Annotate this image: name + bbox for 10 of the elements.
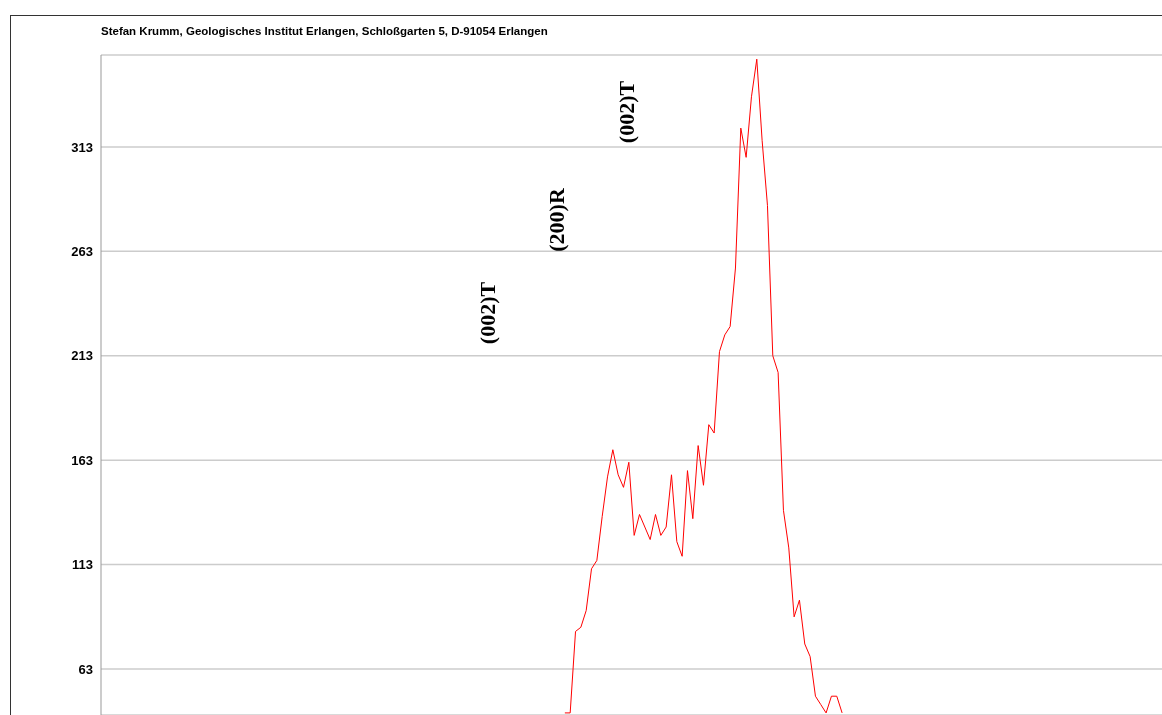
y-tick-label: 213: [71, 348, 93, 364]
y-tick-label: 113: [72, 557, 93, 573]
annotation: (200)R: [544, 188, 570, 252]
y-tick-label: 313: [71, 139, 93, 155]
y-tick-label: 163: [71, 452, 93, 468]
y-tick-label: 63: [78, 661, 93, 677]
annotation: (002)T: [614, 80, 640, 144]
y-tick-label: 263: [71, 243, 93, 259]
annotation: (002)T: [475, 281, 501, 345]
chart-title: Stefan Krumm, Geologisches Institut Erlangen, Schloßgarten 5, D-91054 Erlangen: [101, 25, 548, 37]
